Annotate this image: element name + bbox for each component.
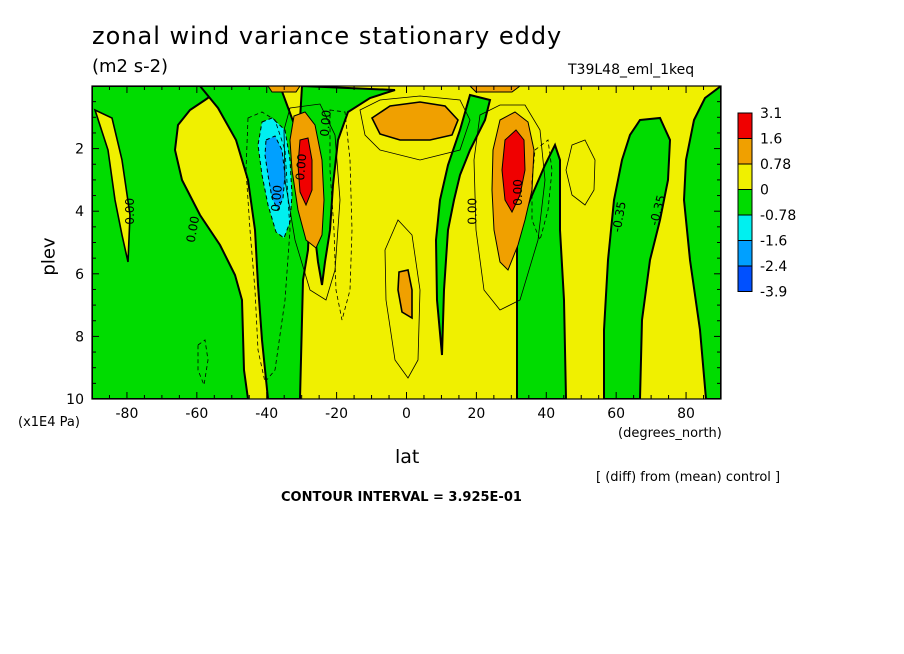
- colorbar-label: -1.6: [760, 234, 787, 250]
- run-label: T39L48_eml_1keq: [568, 62, 695, 78]
- contour-line: [384, 219, 421, 379]
- y-tick-label: 8: [75, 329, 84, 345]
- contour-labels: 0.000.000.000.000.000.000.00-0.35 -0.35: [123, 109, 669, 243]
- positive-anomaly-south-core: [297, 137, 313, 207]
- y-tick-label: 10: [66, 392, 84, 408]
- x-tick-label: -20: [325, 406, 348, 422]
- green-region-south: [92, 86, 250, 399]
- x-tick-label: 60: [607, 406, 625, 422]
- colorbar-swatch: [737, 112, 753, 139]
- colorbar-swatch: [737, 138, 753, 165]
- contour-line-dashed: [531, 139, 553, 242]
- green-region-northpolar: [682, 86, 721, 399]
- green-region-north: [516, 142, 568, 399]
- positive-anomaly-upper-center: [370, 101, 459, 141]
- positive-anomaly-north-core: [501, 129, 526, 214]
- y-tick-label: 6: [75, 267, 84, 283]
- colorbar-label: 3.1: [760, 106, 782, 122]
- colorbar-swatch: [737, 163, 753, 190]
- y-tick-label: 4: [75, 204, 84, 220]
- positive-anomaly-lower-center: [397, 269, 413, 320]
- x-tick-label: -80: [116, 406, 139, 422]
- chart-units: (m2 s-2): [92, 56, 169, 77]
- colorbar-label: 0.78: [760, 157, 791, 173]
- contour-line: [473, 104, 546, 311]
- contour-line-dashed: [329, 109, 353, 321]
- chart-title: zonal wind variance stationary eddy: [92, 22, 563, 50]
- x-tick-label: 40: [537, 406, 555, 422]
- colorbar-label: 0: [760, 183, 769, 199]
- x-tick-label: 80: [677, 406, 695, 422]
- colorbar-label: 1.6: [760, 132, 782, 148]
- x-tick-label: 20: [467, 406, 485, 422]
- colorbar-swatch: [737, 240, 753, 267]
- x-axis-units: (degrees_north): [618, 426, 722, 441]
- contour-interval: CONTOUR INTERVAL = 3.925E-01: [281, 490, 522, 505]
- colorbar-label: -0.78: [760, 208, 796, 224]
- plot-field: [92, 86, 721, 399]
- y-axis-units: (x1E4 Pa): [18, 415, 80, 430]
- footer-note: [ (diff) from (mean) control ]: [596, 470, 781, 485]
- colorbar-swatch: [737, 265, 753, 292]
- contour-line-dashed: [245, 111, 291, 383]
- green-region-polar: [93, 108, 131, 263]
- green-region-northmid: [603, 116, 672, 399]
- contour-line: [359, 95, 471, 161]
- colorbar-swatch: [737, 214, 753, 241]
- contour-label: 0.00: [184, 215, 202, 244]
- contour-label: 0.00: [269, 184, 285, 212]
- contour-line: [565, 139, 596, 206]
- contour-label: 0.00: [293, 153, 309, 181]
- colorbar: 3.1 1.6 0.78 0 -0.78 -1.6 -2.4 -3.9: [737, 106, 796, 301]
- contour-line-dashed: [197, 339, 209, 387]
- y-axis: 2 4 6 8 10: [66, 85, 721, 408]
- x-axis-title: lat: [395, 446, 420, 468]
- colorbar-swatch: [737, 189, 753, 216]
- green-region-tropic: [434, 93, 492, 356]
- colorbar-label: -2.4: [760, 259, 787, 275]
- contour-label: 0.00: [317, 109, 333, 137]
- y-tick-label: 2: [75, 142, 84, 158]
- top-strip-anomaly-2: [469, 86, 521, 93]
- contour-label: 0.00: [465, 198, 479, 225]
- x-tick-label: -60: [185, 406, 208, 422]
- contour-label: 0.00: [123, 198, 137, 225]
- x-tick-label: 0: [402, 406, 411, 422]
- x-axis: -80 -60 -40 -20 0 20 40 60 80: [91, 86, 722, 422]
- negative-anomaly-core: [264, 135, 286, 212]
- contour-label: -0.35: [610, 200, 629, 233]
- contour-label: 0.00: [511, 179, 525, 206]
- colorbar-label: -3.9: [760, 285, 787, 301]
- x-tick-label: -40: [255, 406, 278, 422]
